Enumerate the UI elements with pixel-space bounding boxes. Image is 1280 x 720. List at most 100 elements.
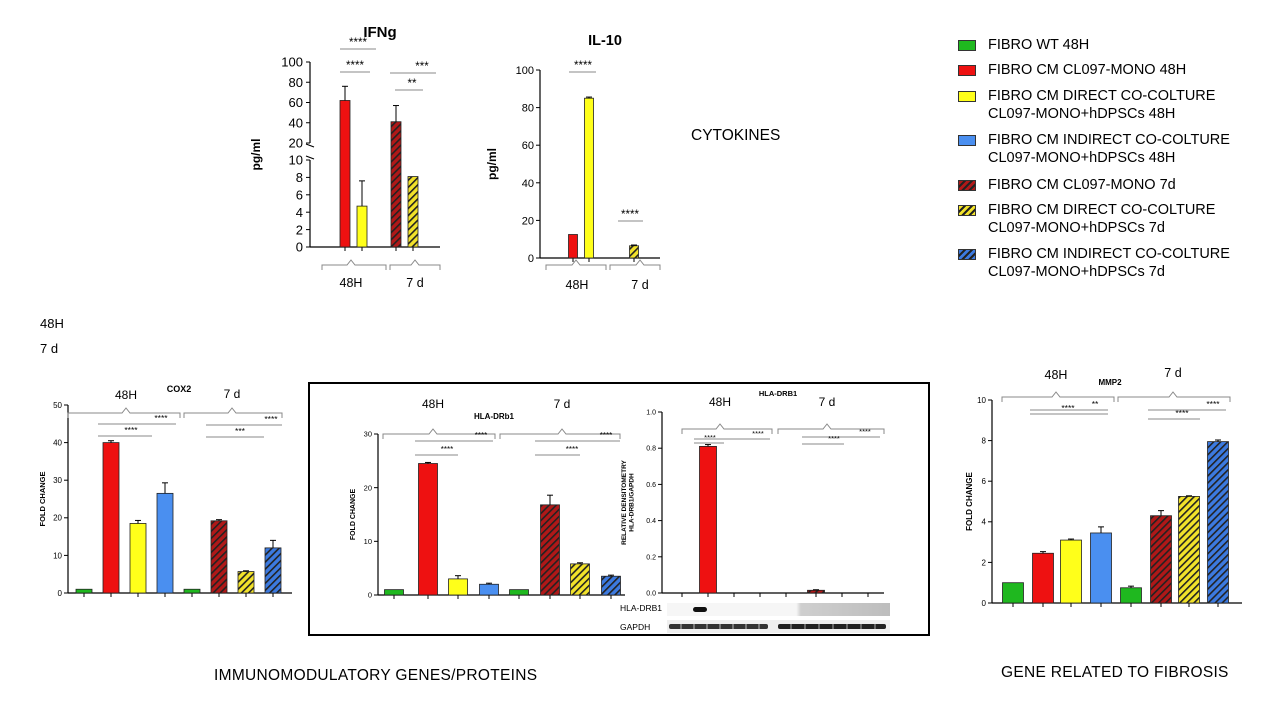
axis-break-mark — [305, 155, 315, 160]
legend-item-mono48: FIBRO CM CL097-MONO 48H — [958, 61, 1186, 79]
y-tick-label: 0.0 — [646, 591, 656, 598]
wb-gapdh-band — [669, 624, 768, 629]
group-bracket — [321, 259, 387, 270]
group-label-48h: 48H — [422, 397, 444, 411]
immunomodulatory-caption: IMMUNOMODULATORY GENES/PROTEINS — [214, 667, 538, 684]
y-tick-label: 0 — [296, 240, 303, 255]
y-tick-label: 4 — [296, 205, 303, 220]
significance-label: **** — [475, 431, 487, 440]
significance-label: **** — [828, 434, 840, 443]
bar-mono48 — [102, 442, 120, 594]
group-label-7d: 7 d — [1164, 366, 1181, 380]
wb-gapdh-band-row — [667, 620, 890, 633]
bar-dir48 — [1060, 539, 1082, 604]
y-tick-label: 100 — [516, 65, 534, 77]
y-tick-label: 20 — [522, 215, 534, 227]
hla-drb1-protein-chart: HLA-DRB1 RELATIVE DENSITOMETRY HLA-DRB1/GA… — [621, 389, 885, 598]
y-tick-label: 0 — [368, 591, 372, 600]
bar-mono48 — [568, 234, 578, 259]
bar-mono48 — [418, 463, 438, 596]
legend-label: FIBRO CM INDIRECT CO-COLTURE CL097-MONO+… — [988, 246, 1230, 280]
significance-label: **** — [600, 431, 612, 440]
group-label-48h: 48H — [1045, 368, 1068, 382]
bar-wt48 — [183, 588, 201, 594]
y-axis-label: FOLD CHANGE — [38, 472, 47, 527]
time-label-48h-side: 48H — [40, 316, 64, 331]
significance-label: **** — [574, 60, 592, 72]
group-label-48h: 48H — [340, 276, 363, 290]
y-tick-label: 10 — [53, 551, 62, 560]
y-tick-label: 0 — [528, 253, 534, 265]
y-tick-label: 0.6 — [646, 482, 656, 489]
bar-dir48 — [448, 578, 468, 596]
bar-wt48 — [509, 589, 529, 596]
y-tick-label: 8 — [982, 436, 987, 445]
y-tick-label: 0.2 — [646, 554, 656, 561]
group-bracket — [1117, 391, 1231, 402]
group-bracket — [183, 407, 283, 418]
group-label-7d: 7 d — [819, 395, 836, 409]
legend-item-dir7: FIBRO CM DIRECT CO-COLTURE CL097-MONO+hD… — [958, 201, 1215, 237]
western-blot: HLA-DRB1 GAPDH — [620, 601, 890, 635]
legend-label: FIBRO CM CL097-MONO 48H — [988, 62, 1187, 78]
significance-label: **** — [1061, 403, 1075, 413]
y-tick-label: 0.8 — [646, 446, 656, 453]
legend-swatch — [958, 91, 976, 102]
bar-wt48 — [75, 588, 93, 594]
y-tick-label: 40 — [53, 438, 62, 447]
bar-dir48 — [584, 97, 594, 259]
y-axis-label: FOLD CHANGE — [350, 489, 357, 541]
group-bracket — [67, 407, 181, 418]
y-tick-label: 2 — [982, 558, 987, 567]
legend-swatch — [958, 135, 976, 146]
wb-gapdh-label: GAPDH — [620, 622, 651, 632]
bar-ind48 — [479, 583, 499, 596]
significance-label: **** — [859, 427, 871, 436]
bar-ind7 — [601, 575, 621, 596]
significance-label: ** — [408, 78, 417, 90]
legend-item-ind7: FIBRO CM INDIRECT CO-COLTURE CL097-MONO+… — [958, 245, 1230, 281]
bar-dir48 — [129, 523, 147, 594]
y-tick-label: 4 — [982, 518, 987, 527]
y-axis-label: FOLD CHANGE — [965, 472, 974, 531]
legend-label: FIBRO WT 48H — [988, 37, 1090, 53]
bar-dir48 — [356, 205, 368, 248]
chart-title: MMP2 — [1098, 378, 1122, 387]
legend-swatch — [958, 180, 976, 191]
y-tick-label: 0.4 — [646, 518, 656, 525]
legend-item-mono7: FIBRO CM CL097-MONO 7d — [958, 176, 1176, 194]
bar-ind7 — [1207, 441, 1229, 604]
y-tick-label: 60 — [289, 95, 303, 110]
bar-dir7 — [237, 571, 255, 594]
y-tick-label: 50 — [53, 401, 62, 410]
group-label-48h: 48H — [115, 388, 137, 402]
y-tick-label: 6 — [982, 477, 987, 486]
y-tick-label: 6 — [296, 187, 303, 202]
significance-label: *** — [415, 61, 429, 73]
y-tick-label: 2 — [296, 222, 303, 237]
y-axis-label: pg/ml — [249, 139, 263, 171]
group-label-7d: 7 d — [224, 387, 241, 401]
y-tick-label: 60 — [522, 140, 534, 152]
wb-hla-band-row — [667, 603, 890, 616]
legend-label: FIBRO CM CL097-MONO 7d — [988, 177, 1176, 193]
bar-wt48 — [1120, 587, 1142, 604]
y-tick-label: 0 — [982, 599, 987, 608]
legend-item-ind48: FIBRO CM INDIRECT CO-COLTURE CL097-MONO+… — [958, 131, 1230, 167]
group-bracket — [382, 428, 496, 439]
chart-title: IL-10 — [588, 33, 622, 49]
bar-dir7 — [570, 563, 590, 596]
y-axis-label: HLA-DRB1/GAPDH — [629, 473, 636, 532]
significance-label: **** — [704, 433, 716, 442]
significance-label: **** — [566, 445, 578, 454]
y-tick-label: 80 — [522, 103, 534, 115]
axis-break-mark — [305, 143, 315, 148]
significance-label: **** — [264, 414, 278, 424]
bar-wt48 — [384, 589, 404, 596]
immunomodulatory-panel-frame — [308, 382, 930, 636]
wb-hla-band — [693, 607, 707, 612]
hla-drb1-gene-chart: HLA-DRb1 FOLD CHANGE 0 10 20 30 48H 7 d **** ****… — [350, 397, 625, 600]
y-tick-label: 100 — [281, 55, 303, 70]
